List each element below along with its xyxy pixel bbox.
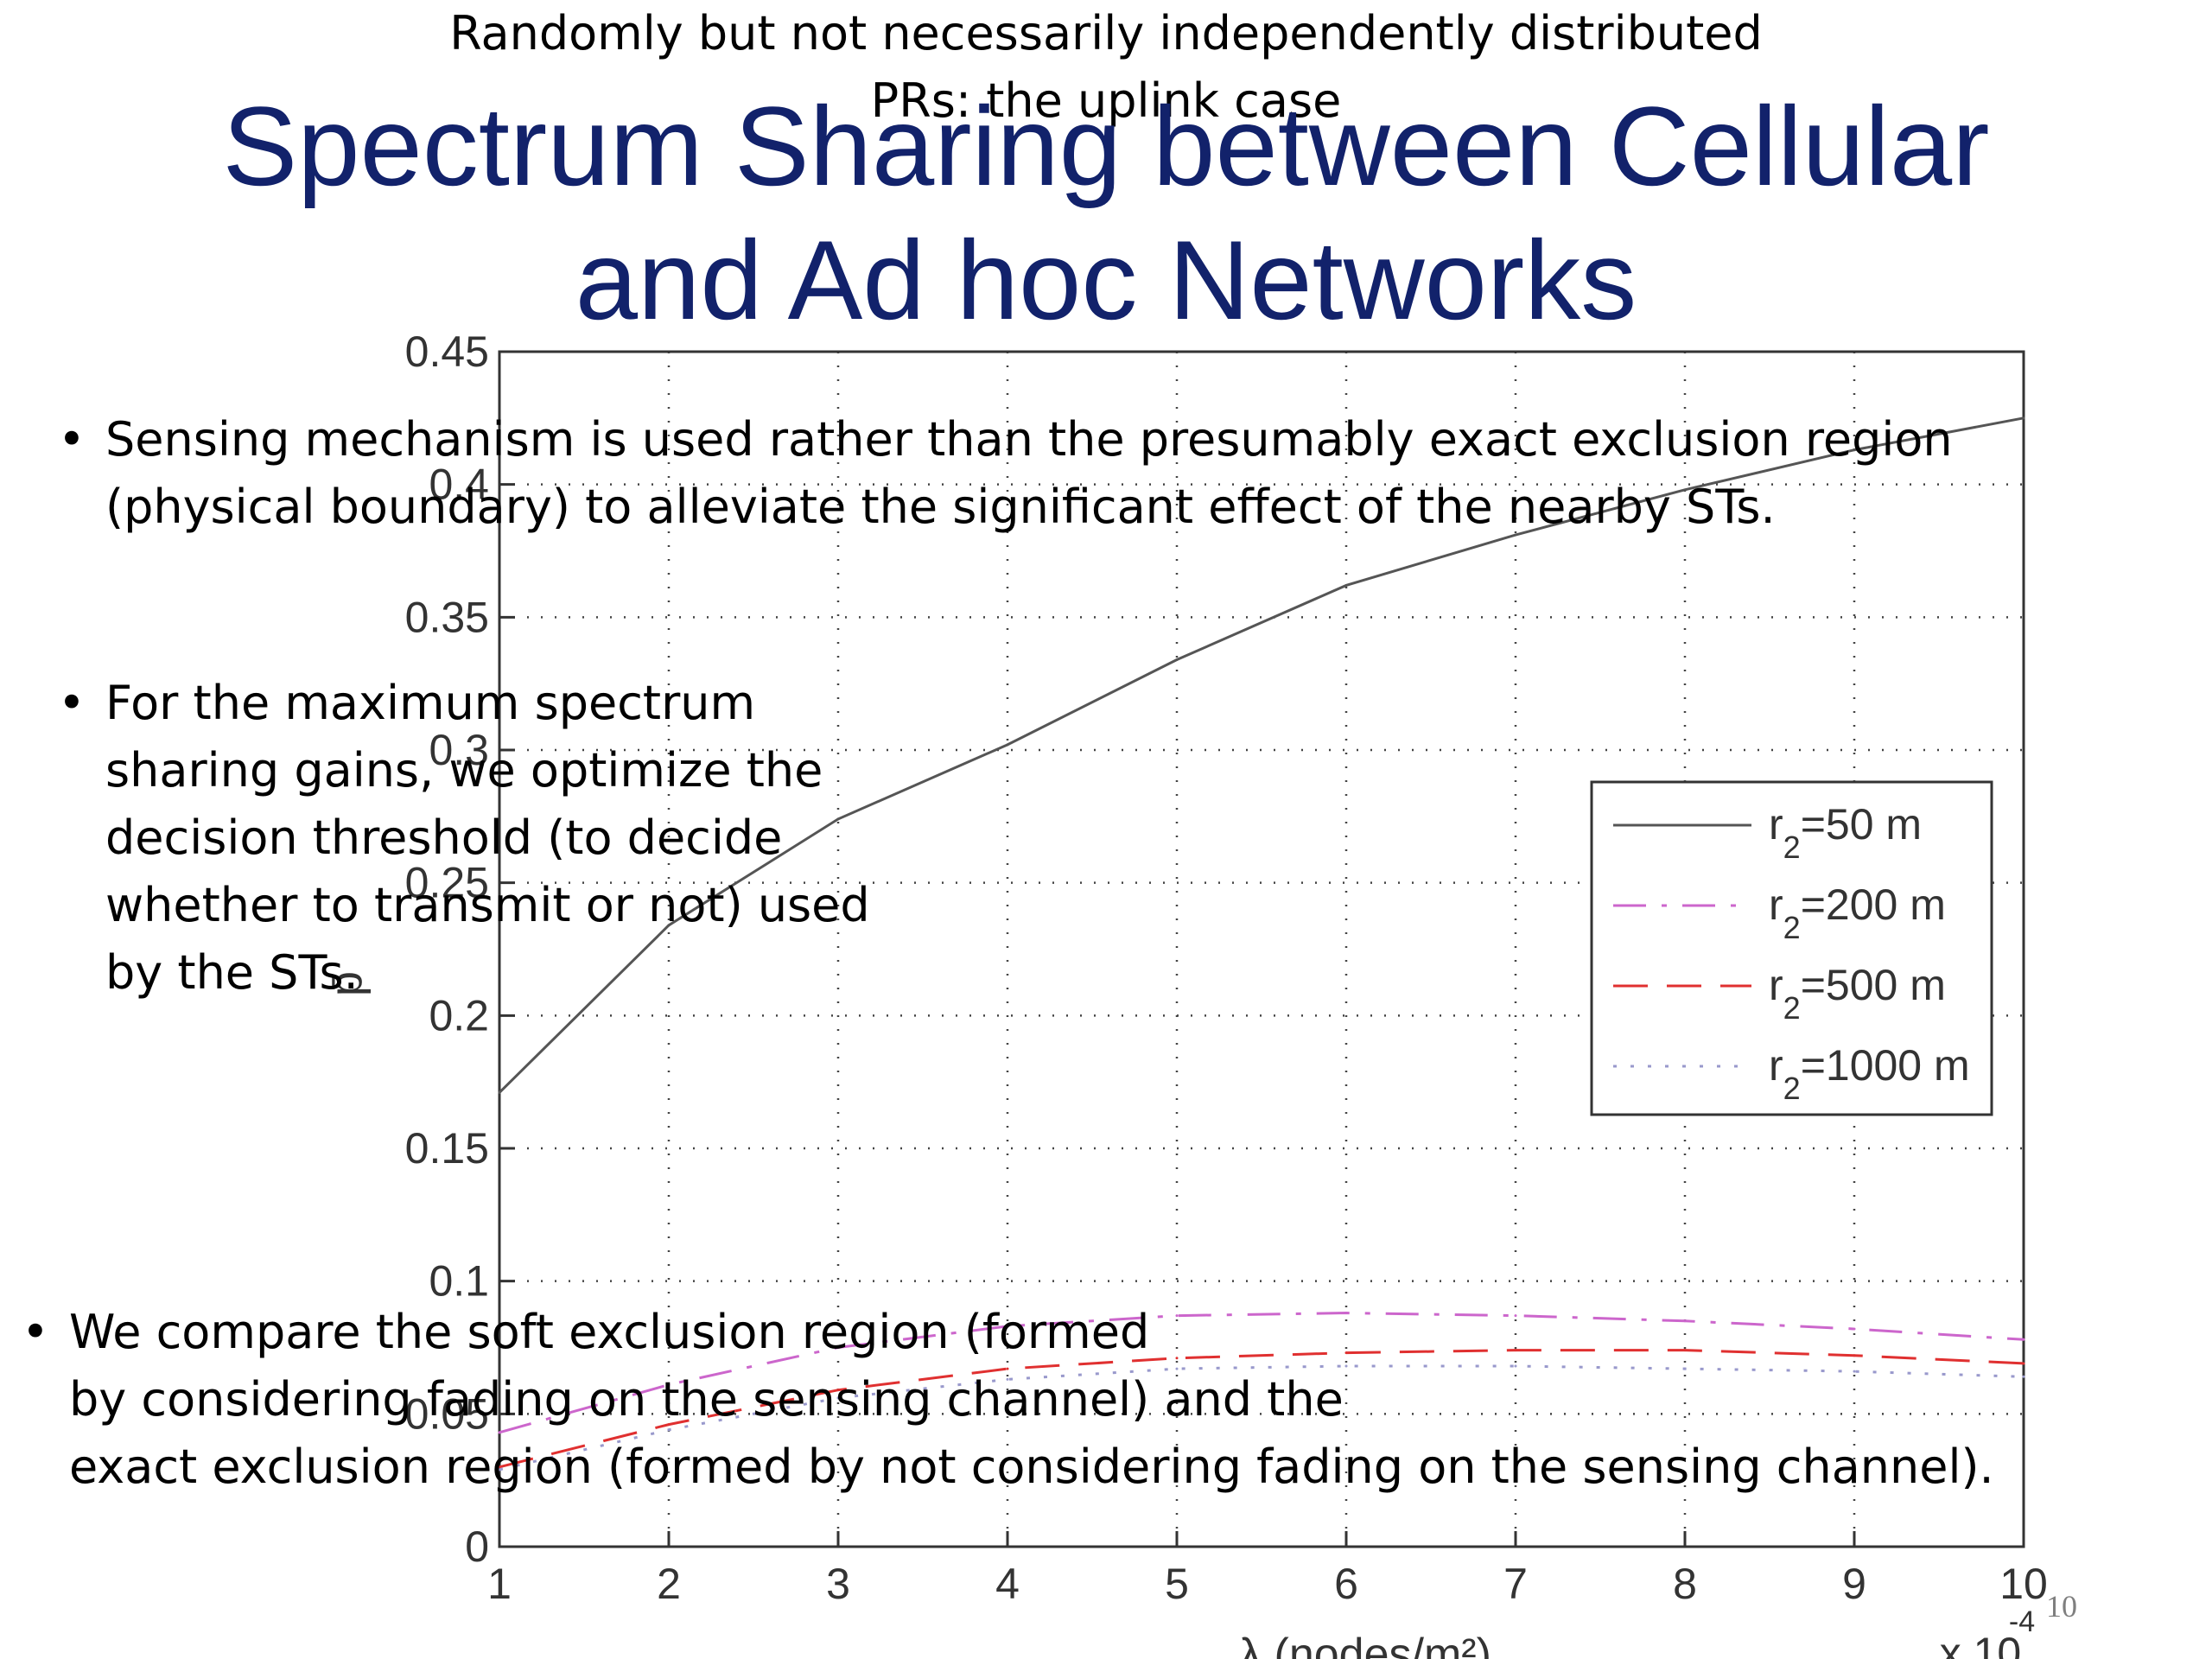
data-point xyxy=(1006,743,1009,747)
bullet-dot: • xyxy=(22,1305,49,1359)
y-tick-label: 0.4 xyxy=(429,461,489,509)
data-point xyxy=(1175,1367,1179,1370)
series-line xyxy=(498,416,2024,1094)
data-point xyxy=(1175,658,1179,662)
y-tick-label: 0.45 xyxy=(405,327,489,376)
x-tick-label: 5 xyxy=(1165,1560,1189,1608)
x-scale-label: x 10 xyxy=(1940,1629,2022,1659)
data-point xyxy=(498,1090,501,1094)
bullet-sensing: • Sensing mechanism is used rather than … xyxy=(58,406,1953,541)
legend-label: r2=1000 m xyxy=(1769,1041,1970,1106)
data-point xyxy=(2022,1375,2025,1378)
page-number: 10 xyxy=(2046,1589,2077,1624)
data-point xyxy=(498,1465,501,1469)
data-point xyxy=(667,924,671,927)
data-point xyxy=(1344,1364,1348,1368)
caption-line-1: Randomly but not necessarily independent… xyxy=(449,6,1763,60)
data-point xyxy=(1006,1325,1009,1328)
x-tick-label: 7 xyxy=(1503,1560,1528,1608)
bullet-threshold: • For the maximum spectrum sharing gains… xyxy=(58,670,870,1007)
x-tick-label: 6 xyxy=(1334,1560,1358,1608)
data-point xyxy=(1514,1349,1517,1352)
bullet-line: by the STs. xyxy=(105,945,359,1000)
plot-frame xyxy=(498,350,2025,1548)
data-point xyxy=(667,1423,671,1427)
bullet-line: sharing gains, we optimize the xyxy=(105,743,823,798)
series-line xyxy=(499,1364,2024,1471)
x-tick-label: 3 xyxy=(826,1560,850,1608)
y-tick-label: 0.35 xyxy=(405,593,489,641)
legend-label: r2=50 m xyxy=(1769,800,1922,865)
y-tick-label: 0.15 xyxy=(405,1124,489,1173)
bullet-line: Sensing mechanism is used rather than th… xyxy=(105,412,1953,467)
data-point xyxy=(1514,1364,1517,1368)
bullet-dot: • xyxy=(58,412,86,467)
data-point xyxy=(1175,1314,1179,1318)
data-point xyxy=(667,1428,671,1432)
data-point xyxy=(1514,533,1517,537)
data-point xyxy=(1344,1351,1348,1355)
x-axis-label: λ (nodes/m²) xyxy=(1239,1630,1491,1659)
data-point xyxy=(836,817,840,821)
data-point xyxy=(836,1389,840,1392)
data-point xyxy=(2022,1338,2025,1341)
data-point xyxy=(1344,1312,1348,1315)
data-point xyxy=(1683,1349,1687,1352)
title-line-2: and Ad hoc Networks xyxy=(575,217,1637,343)
x-tick-label: 8 xyxy=(1673,1560,1697,1608)
data-point xyxy=(1514,1314,1517,1318)
y-tick-label: 0 xyxy=(465,1522,489,1571)
data-point xyxy=(1344,583,1348,587)
data-point xyxy=(836,1396,840,1400)
bullet-compare: • We compare the soft exclusion region (… xyxy=(22,1299,1994,1501)
bullet-line: (physical boundary) to alleviate the sig… xyxy=(105,480,1776,534)
x-tick-label: 4 xyxy=(995,1560,1020,1608)
y-tick-label: 0.2 xyxy=(429,991,489,1039)
bullet-line: exact exclusion region (formed by not co… xyxy=(69,1440,1994,1494)
legend-label: r2=200 m xyxy=(1769,880,1946,945)
y-tick-label: 0.25 xyxy=(405,859,489,907)
data-point xyxy=(836,1346,840,1349)
x-scale-exponent: -4 xyxy=(2009,1605,2035,1638)
legend-box xyxy=(1590,780,1993,1116)
data-point xyxy=(1853,448,1856,452)
data-point xyxy=(667,1383,671,1387)
bullet-line: For the maximum spectrum xyxy=(105,676,756,730)
data-point xyxy=(1683,488,1687,492)
data-point xyxy=(1006,1377,1009,1381)
data-point xyxy=(1853,1327,1856,1331)
bullet-dot: • xyxy=(58,676,86,730)
y-tick-label: 0.05 xyxy=(405,1389,489,1438)
bullet-line: by considering fading on the sensing cha… xyxy=(69,1372,1344,1427)
data-point xyxy=(1853,1354,1856,1357)
legend-label: r2=500 m xyxy=(1769,961,1946,1026)
x-tick-label: 10 xyxy=(1999,1560,2048,1608)
data-point xyxy=(1683,1367,1687,1370)
bullet-line: We compare the soft exclusion region (fo… xyxy=(69,1305,1150,1359)
title-line-1: Spectrum Sharing between Cellular xyxy=(222,83,1990,209)
data-point xyxy=(498,1468,501,1471)
x-tick-label: 2 xyxy=(657,1560,681,1608)
x-tick-label: 9 xyxy=(1842,1560,1866,1608)
y-tick-label: 0.3 xyxy=(429,726,489,774)
slide-title: Spectrum Sharing between Cellular and Ad… xyxy=(0,79,2212,347)
bullet-line: whether to transmit or not) used xyxy=(105,878,870,932)
caption-line-2: PRs: the uplink case xyxy=(870,73,1342,128)
data-point xyxy=(498,1431,501,1434)
data-point xyxy=(1006,1367,1009,1370)
y-axis-label: p̄ xyxy=(321,971,372,996)
data-point xyxy=(1853,1370,1856,1373)
data-point xyxy=(1175,1357,1179,1360)
x-tick-label: 1 xyxy=(487,1560,512,1608)
data-point xyxy=(1683,1319,1687,1323)
data-point xyxy=(2022,1362,2025,1365)
series-line xyxy=(499,1349,2024,1469)
caption: Randomly but not necessarily independent… xyxy=(0,0,2212,135)
data-point xyxy=(2022,416,2025,420)
y-tick-label: 0.1 xyxy=(429,1257,489,1306)
series-line xyxy=(499,1312,2024,1434)
bullet-line: decision threshold (to decide xyxy=(105,810,783,865)
